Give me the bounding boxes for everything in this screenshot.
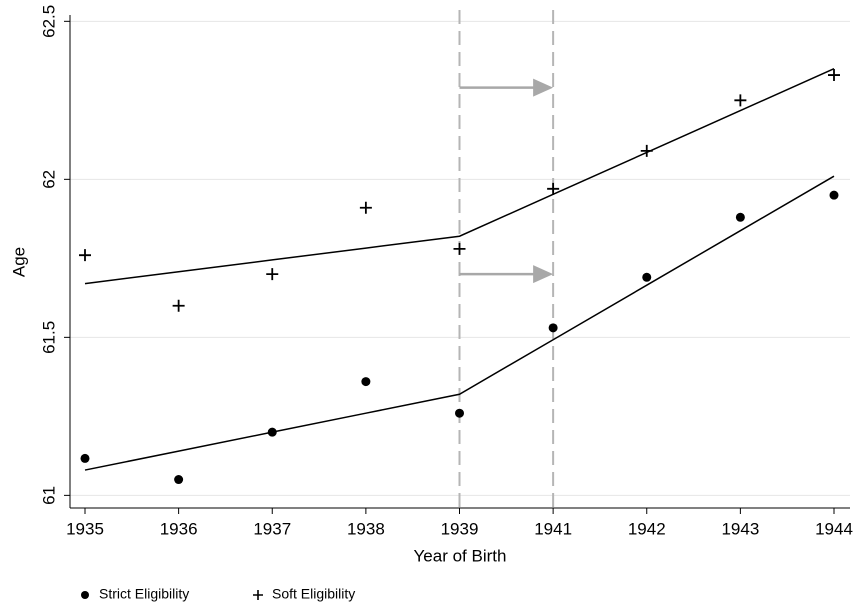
point bbox=[640, 144, 653, 157]
point bbox=[359, 201, 372, 214]
point bbox=[548, 323, 558, 333]
point bbox=[79, 249, 91, 262]
y-axis-label: Age bbox=[9, 247, 28, 277]
y-tick-label: 62 bbox=[39, 170, 58, 189]
x-tick-label: 1937 bbox=[253, 519, 291, 538]
x-tick-label: 1935 bbox=[66, 519, 104, 538]
x-tick-label: 1936 bbox=[160, 519, 198, 538]
x-axis-label: Year of Birth bbox=[414, 546, 507, 565]
point bbox=[174, 475, 184, 485]
y-tick-label: 62.5 bbox=[39, 5, 58, 38]
point bbox=[829, 190, 839, 200]
point bbox=[735, 212, 745, 222]
point bbox=[547, 182, 560, 195]
arrow-head bbox=[533, 78, 554, 97]
fit-line bbox=[84, 68, 835, 285]
x-tick-label: 1938 bbox=[347, 519, 385, 538]
legend-marker bbox=[253, 590, 263, 600]
fit-line bbox=[84, 175, 835, 471]
x-tick-label: 1942 bbox=[628, 519, 666, 538]
point bbox=[80, 453, 90, 463]
point bbox=[266, 268, 279, 281]
legend-label: Strict Eligibility bbox=[99, 586, 189, 602]
x-tick-label: 1943 bbox=[721, 519, 759, 538]
point bbox=[453, 242, 466, 255]
y-tick-label: 61.5 bbox=[39, 321, 58, 354]
point bbox=[642, 272, 652, 282]
point bbox=[172, 299, 185, 312]
x-tick-label: 1939 bbox=[441, 519, 479, 538]
point bbox=[455, 408, 464, 418]
x-tick-label: 1941 bbox=[534, 519, 572, 538]
point bbox=[828, 69, 840, 82]
legend-label: Soft Eligibility bbox=[272, 586, 355, 602]
x-tick-label: 1944 bbox=[815, 519, 853, 538]
y-tick-label: 61 bbox=[39, 486, 58, 505]
point bbox=[267, 427, 277, 437]
point bbox=[734, 94, 747, 107]
point bbox=[361, 377, 371, 387]
arrow-head bbox=[533, 265, 554, 284]
legend-marker bbox=[81, 591, 89, 599]
